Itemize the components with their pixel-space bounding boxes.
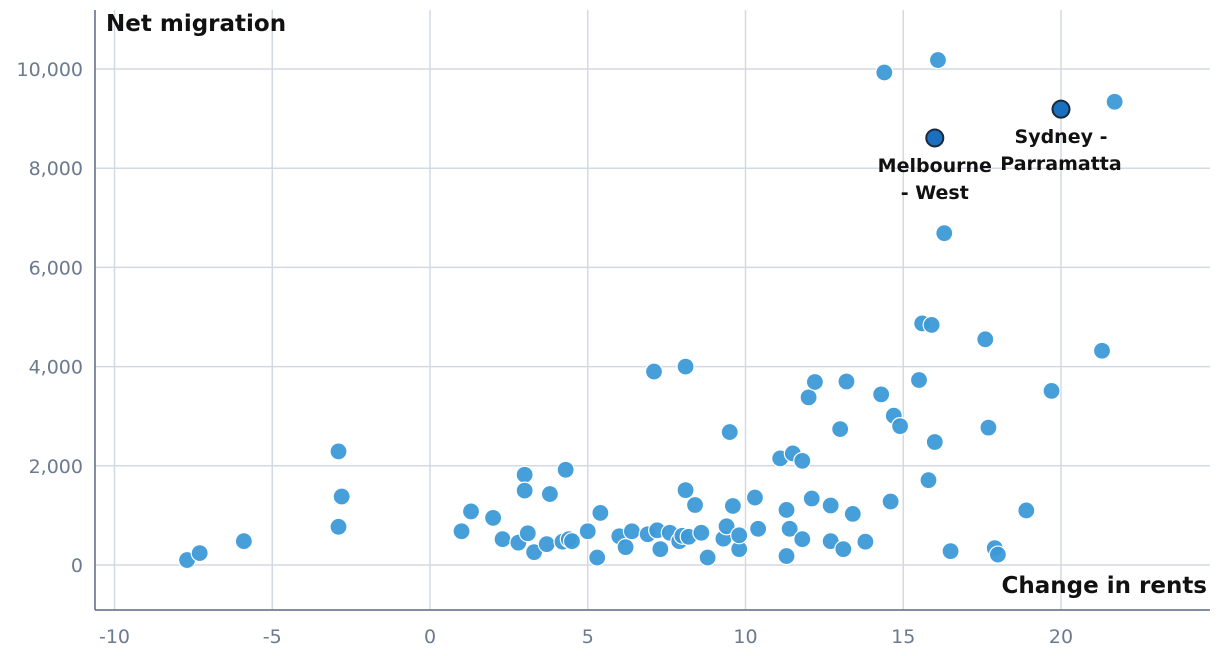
scatter-point [578,522,597,541]
scatter-point [591,503,610,523]
scatter-point [723,496,742,516]
data-points [177,50,1124,570]
scatter-point [332,487,351,506]
scatter-point [834,540,853,559]
scatter-point [676,481,695,500]
scatter-point [1042,381,1061,401]
scatter-point [720,422,739,442]
scatter-point [651,540,670,559]
scatter-point [588,548,607,567]
y-axis-title: Net migration [106,11,286,37]
scatter-point [780,519,799,538]
scatter-point [837,372,856,391]
scatter-point [190,543,209,563]
scatter-point [484,508,503,527]
highlighted-point [1051,99,1071,119]
scatter-point [1017,501,1036,520]
scatter-point [856,532,875,551]
scatter-point [821,496,840,515]
scatter-point [872,385,891,404]
scatter-point [777,500,796,520]
scatter-point [1105,92,1124,111]
tick-labels: -10 -5 0 5 10 15 20 0 2,000 4,000 6,000 8,000 10,000 [17,59,1074,648]
scatter-point [875,63,894,82]
scatter-point [622,522,642,541]
scatter-point [540,484,559,504]
scatter-point [941,542,960,561]
scatter-point [461,502,481,521]
scatter-point [329,517,348,536]
scatter-point [799,388,818,407]
scatter-point [925,432,944,452]
highlighted-points: Melbourne - West Sydney - Parramatta [878,99,1122,204]
scatter-point [556,460,575,479]
point-annotation: Sydney - [1015,126,1108,148]
x-tick-label: 15 [891,626,915,648]
scatter-point [717,517,736,536]
scatter-point [890,417,910,436]
scatter-point [452,522,471,541]
scatter-point [730,526,749,545]
x-tick-label: 10 [733,626,757,648]
scatter-point [537,535,556,554]
scatter-point [644,362,664,381]
scatter-point [329,442,348,461]
scatter-point [616,538,635,557]
scatter-point [793,530,812,549]
x-tick-label: 20 [1049,626,1073,648]
scatter-point [843,504,862,524]
axes [94,10,1210,611]
scatter-point [745,488,765,507]
scatter-point [793,451,812,470]
scatter-point [831,419,850,439]
scatter-point [805,372,825,392]
y-tick-label: 6,000 [29,257,83,279]
scatter-point [562,532,582,551]
grid-lines [95,10,1210,610]
scatter-point [976,330,995,349]
scatter-point [935,224,954,243]
y-tick-label: 0 [71,555,83,577]
scatter-point [676,357,695,376]
x-axis-title: Change in rents [1002,573,1207,599]
scatter-point [515,465,534,484]
scatter-point [518,524,537,543]
point-annotation: - West [901,182,969,204]
point-annotation: Parramatta [1000,153,1121,175]
scatter-point [881,492,900,511]
scatter-point [493,530,512,549]
point-annotation: Melbourne [878,155,992,177]
scatter-point [749,519,768,538]
scatter-point [685,495,705,515]
scatter-point [909,370,929,390]
scatter-point [988,545,1008,564]
scatter-point [979,418,998,437]
x-tick-label: -5 [263,626,282,648]
x-tick-label: 5 [582,626,594,648]
highlighted-point [925,128,945,148]
scatter-point [802,489,821,508]
x-tick-label: -10 [99,626,130,648]
scatter-point [698,548,717,567]
scatter-point [692,523,711,542]
scatter-point [928,50,948,70]
scatter-point [515,481,534,500]
x-tick-label: 0 [424,626,436,648]
scatter-point [1092,341,1112,360]
scatter-point [922,315,941,335]
scatter-point [919,471,938,490]
y-tick-label: 2,000 [29,456,83,478]
scatter-point [777,546,796,566]
y-tick-label: 4,000 [29,357,83,379]
y-tick-label: 10,000 [17,59,83,81]
scatter-point [234,532,253,551]
y-tick-label: 8,000 [29,158,83,180]
